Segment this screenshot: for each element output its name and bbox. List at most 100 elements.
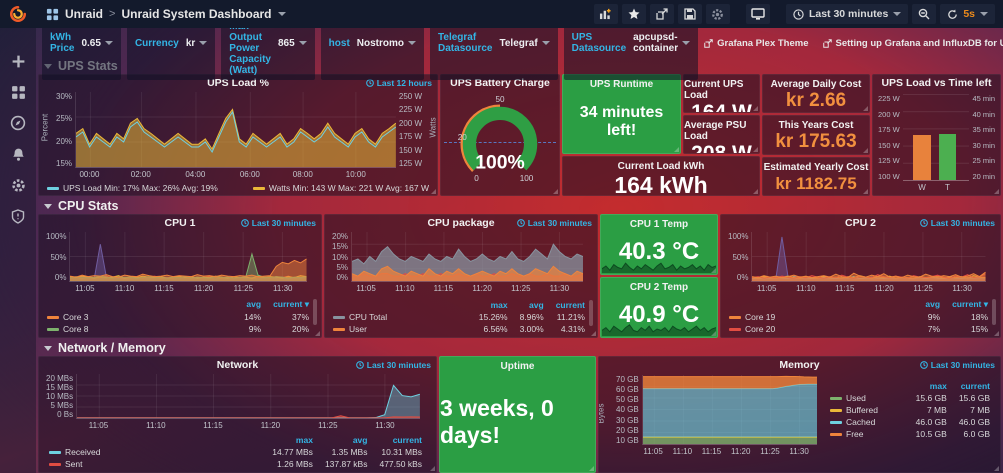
legend-series[interactable]: Sent — [49, 459, 260, 469]
x-tick: 08:00 — [292, 170, 313, 179]
legend-value: 8.96% — [519, 312, 544, 322]
breadcrumb-app[interactable]: Unraid — [65, 7, 104, 21]
legend-column-header[interactable]: current ▾ — [273, 299, 309, 309]
legend-column-header[interactable]: max — [490, 300, 508, 310]
legend-column-header[interactable]: avg — [529, 300, 544, 310]
stat-title[interactable]: Average Daily Cost — [770, 79, 862, 90]
stat-title[interactable]: Estimated Yearly Cost — [763, 161, 869, 173]
legend-column-header[interactable]: current — [555, 300, 585, 310]
panel-time-range[interactable]: Last 30 minutes — [355, 360, 431, 370]
bar-W[interactable] — [913, 135, 931, 180]
panel-title[interactable]: UPS Battery Charge — [450, 77, 550, 89]
legend-series[interactable]: Core 8 — [47, 324, 232, 334]
stat-title[interactable]: Current Load kWh — [617, 161, 705, 172]
legend-scrollbar[interactable] — [589, 300, 593, 326]
section-header-network-memory[interactable]: Network / Memory — [36, 340, 1003, 356]
legend-series[interactable]: Core 20 — [729, 324, 913, 334]
panel-legend: avg current ▾ Core 19 9% 18% Core 20 7% 15% — [729, 299, 996, 334]
x-tick: 11:05 — [88, 421, 109, 430]
panel-ups-runtime: UPS Runtime 34 minutes left! — [562, 74, 681, 154]
grafana-logo[interactable] — [0, 0, 36, 28]
legend-series[interactable]: User — [333, 324, 467, 334]
tv-cycle-button[interactable] — [745, 4, 770, 24]
legend-column-header[interactable]: current — [392, 435, 422, 445]
legend-column-header[interactable]: current — [960, 381, 990, 391]
add-panel-button[interactable] — [593, 4, 618, 24]
clock-icon — [240, 219, 249, 227]
stat-value: kr 2.66 — [785, 90, 847, 112]
legend-value: 15.6 GB — [915, 393, 947, 403]
y-tick: 70 GB — [616, 375, 639, 384]
stat-value: 34 minutes left! — [579, 103, 664, 139]
panel-time-range[interactable]: Last 30 minutes — [240, 218, 316, 228]
legend-scrollbar[interactable] — [313, 299, 317, 325]
x-tick: 11:20 — [193, 284, 214, 293]
legend-value: 18% — [970, 312, 988, 322]
section-header-cpu-stats[interactable]: CPU Stats — [36, 198, 1003, 214]
legend-series[interactable]: Received — [49, 447, 260, 457]
stat-title[interactable]: Average PSU Load — [684, 120, 747, 142]
legend-value: 9% — [248, 324, 262, 334]
legend-series[interactable]: Watts Min: 143 W Max: 221 W Avg: 167 W — [252, 183, 429, 193]
alerting-bell-icon[interactable] — [7, 143, 29, 165]
stat-title[interactable]: CPU 1 Temp — [629, 219, 689, 230]
panel-title[interactable]: CPU 2 — [845, 217, 876, 229]
create-plus-icon[interactable] — [7, 50, 29, 72]
star-button[interactable] — [621, 4, 646, 24]
bar-T[interactable] — [938, 133, 957, 180]
stat-title[interactable]: UPS Runtime — [589, 79, 654, 90]
legend-series[interactable]: UPS Load Min: 17% Max: 26% Avg: 19% — [47, 183, 218, 193]
series-swatch — [729, 327, 741, 331]
stat-title[interactable]: Uptime — [500, 361, 535, 372]
legend-column-header[interactable]: avg — [246, 299, 262, 309]
clock-icon — [516, 219, 525, 227]
legend-series[interactable]: Core 19 — [729, 312, 913, 322]
legend-value: 7 MB — [970, 405, 990, 415]
dashboard-link[interactable]: Setting up Grafana and InfluxDB for UPS … — [822, 38, 1003, 49]
panel-time-range[interactable]: Last 30 minutes — [516, 218, 592, 228]
dashboard-link[interactable]: Grafana Plex Theme — [704, 38, 809, 49]
y-tick: 30% — [56, 92, 73, 101]
refresh-picker[interactable]: 5s — [940, 4, 995, 24]
explore-compass-icon[interactable] — [7, 112, 29, 134]
zoom-out-button[interactable] — [912, 4, 937, 24]
panel-title[interactable]: UPS Load % — [207, 77, 269, 89]
configuration-gear-icon[interactable] — [7, 174, 29, 196]
legend-scrollbar[interactable] — [992, 299, 996, 325]
panel-time-range[interactable]: Last 30 minutes — [919, 360, 995, 370]
panel-title[interactable]: CPU package — [427, 217, 495, 229]
chevron-down-icon — [298, 41, 307, 45]
stat-title[interactable]: CPU 2 Temp — [629, 282, 689, 293]
panel-time-range[interactable]: Last 30 minutes — [919, 218, 995, 228]
dashboard-settings-button[interactable] — [705, 4, 730, 24]
help-shield-icon[interactable] — [7, 205, 29, 227]
legend-column-header[interactable]: max — [295, 435, 313, 445]
chevron-down-icon[interactable] — [277, 12, 286, 16]
legend-column-header[interactable]: max — [929, 381, 947, 391]
save-button[interactable] — [677, 4, 702, 24]
legend-series[interactable]: Buffered — [830, 405, 904, 415]
x-tick: 11:05 — [643, 447, 663, 456]
stat-title[interactable]: Current UPS Load — [684, 79, 744, 101]
series-swatch — [252, 186, 265, 190]
y-axis-title-left: Percent — [40, 113, 50, 142]
legend-series[interactable]: Cached — [830, 417, 904, 427]
y-tick: 0% — [736, 273, 749, 282]
stat-title[interactable]: This Years Cost — [778, 120, 854, 132]
legend-series[interactable]: Free — [830, 429, 904, 439]
time-range-picker[interactable]: Last 30 minutes — [785, 4, 909, 24]
legend-series[interactable]: CPU Total — [333, 312, 467, 322]
panel-title[interactable]: Memory — [779, 359, 820, 371]
share-button[interactable] — [649, 4, 674, 24]
dashboards-icon[interactable] — [7, 81, 29, 103]
panel-title[interactable]: CPU 1 — [164, 217, 196, 229]
legend-series[interactable]: Core 3 — [47, 312, 232, 322]
legend-column-header[interactable]: avg — [352, 435, 368, 445]
legend-series[interactable]: Used — [830, 393, 904, 403]
breadcrumb-dashboard-title[interactable]: Unraid System Dashboard — [121, 7, 272, 21]
legend-column-header[interactable]: avg — [925, 299, 941, 309]
y-tick: 100% — [46, 232, 67, 241]
panel-title[interactable]: Network — [216, 359, 259, 371]
legend-column-header[interactable]: current ▾ — [952, 299, 988, 309]
panel-title[interactable]: UPS Load vs Time left — [881, 77, 992, 89]
